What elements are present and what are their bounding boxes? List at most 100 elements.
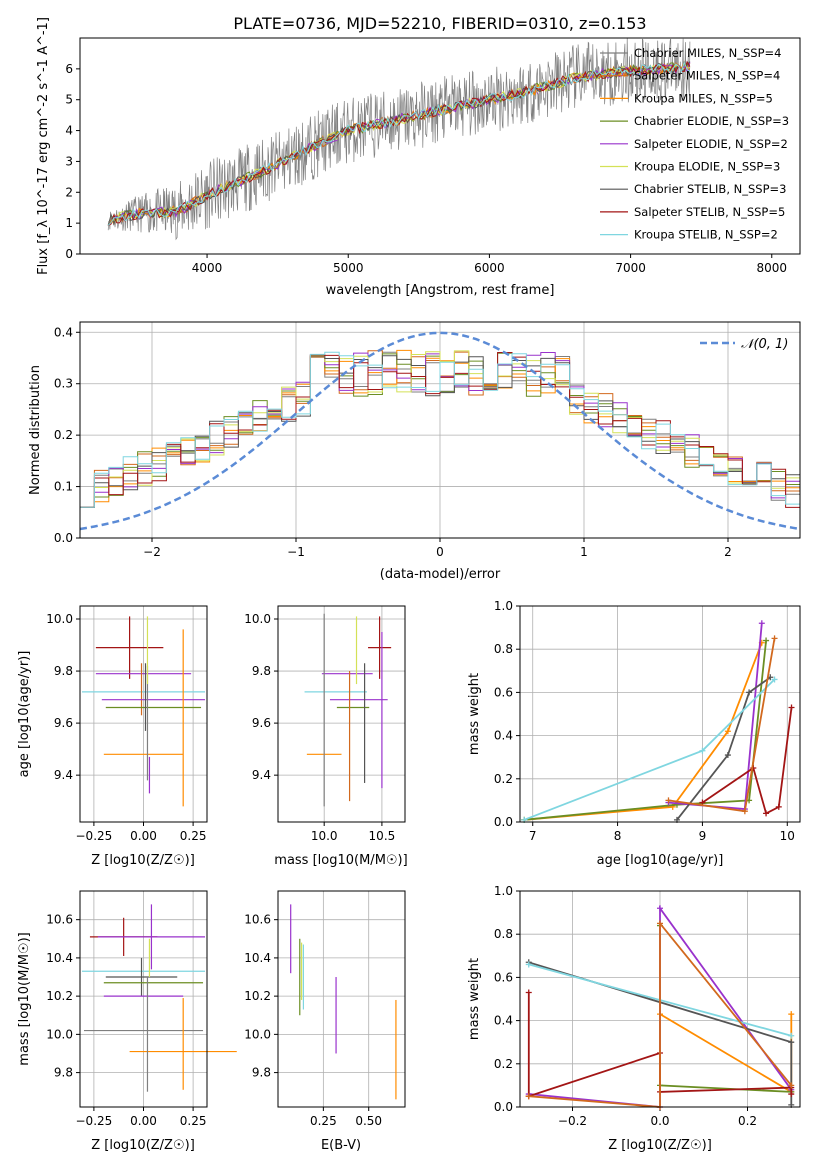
x-tick-label: −0.25: [76, 829, 113, 843]
y-tick-label: 0.1: [54, 480, 73, 494]
y-tick-label: 4: [65, 124, 73, 138]
y-tick-label: 0.0: [494, 1100, 513, 1114]
residual-histogram: [80, 350, 800, 508]
mass-weight-vs-z-panel: −0.2 0.0 0.2 0.0 0.2 0.4 0.6 0.8 1.0 Z [log10(Z/…: [467, 884, 801, 1153]
y-tick-label: 10.2: [46, 989, 73, 1003]
y-tick-label: 0.0: [494, 815, 513, 829]
age-vs-mass-xlabel: mass [log10(M/M☉)]: [274, 853, 407, 868]
x-tick-label: 0.2: [738, 1114, 757, 1128]
mass-weight-marker: [788, 704, 795, 711]
y-tick-label: 0.2: [494, 772, 513, 786]
mass-weight-vs-age-content: 7 8 9 10 0.0 0.2 0.4 0.6 0.8 1.0: [494, 599, 800, 843]
mass-weight-marker: [525, 961, 532, 968]
y-tick-label: 1: [65, 216, 73, 230]
y-tick-label: 6: [65, 62, 73, 76]
figure-title: PLATE=0736, MJD=52210, FIBERID=0310, z=0…: [233, 14, 646, 33]
spectrum-xlabel: wavelength [Angstrom, rest frame]: [326, 283, 555, 298]
y-tick-label: 5: [65, 93, 73, 107]
y-tick-label: 9.4: [252, 768, 271, 782]
age-vs-mass-panel: 10.0 10.5 9.4 9.6 9.8 10.0 mass [log10(M/M☉)]: [244, 605, 408, 868]
spectrum-axes-frame: [79, 37, 801, 255]
residual-panel: −2 −1 0 1 2 0.0 0.1 0.2 0.3 0.4 𝒩(0, 1) (data-mod…: [28, 321, 801, 582]
legend-entry: Chabrier ELODIE, N_SSP=3: [634, 114, 789, 128]
y-tick-label: 0.8: [494, 642, 513, 656]
y-tick-label: 9.4: [54, 768, 73, 782]
y-tick-label: 0.6: [494, 970, 513, 984]
mass-weight-marker: [788, 1082, 795, 1089]
y-tick-label: 0.2: [494, 1057, 513, 1071]
y-tick-label: 2: [65, 185, 73, 199]
age-vs-z-frame: [79, 605, 208, 823]
mass-weight-line: [668, 623, 763, 810]
mass-weight-line: [524, 640, 767, 821]
spectrum-panel: 4000 5000 6000 7000 8000 0 1 2 3 4 5 6 Chabrier MIL…: [36, 17, 801, 298]
x-tick-label: −0.25: [76, 1114, 113, 1128]
mass-vs-z-content: −0.25 0.00 0.25 9.8 10.0 10.2 10.4 10.6: [46, 891, 237, 1128]
y-tick-label: 10.0: [46, 1027, 73, 1041]
mass-vs-ebv-frame: [277, 890, 406, 1108]
x-tick-label: 7: [529, 829, 537, 843]
x-tick-label: 10.5: [369, 829, 396, 843]
age-vs-mass-frame: [277, 605, 406, 823]
x-tick-label: 0.25: [180, 1114, 207, 1128]
x-tick-label: 9: [699, 829, 707, 843]
residual-ylabel: Normed distribution: [28, 365, 43, 495]
y-tick-label: 0: [65, 247, 73, 261]
x-tick-label: 4000: [192, 261, 223, 275]
x-tick-label: 1: [580, 545, 588, 559]
y-tick-label: 9.6: [54, 716, 73, 730]
mass-weight-marker: [788, 1039, 795, 1046]
legend-entry: Kroupa MILES, N_SSP=5: [634, 91, 773, 105]
y-tick-label: 0.3: [54, 377, 73, 391]
mass-weight-marker: [763, 810, 770, 817]
y-tick-label: 10.4: [46, 951, 73, 965]
age-vs-z-panel: −0.25 0.00 0.25 9.4 9.6 9.8 10.0 Z [log10(Z/Z☉…: [17, 605, 208, 868]
x-tick-label: 0.25: [310, 1114, 337, 1128]
mass-vs-z-frame: [79, 890, 208, 1108]
mass-weight-vs-age-frame: [519, 605, 801, 823]
y-tick-label: 0.0: [54, 531, 73, 545]
x-tick-label: −0.2: [558, 1114, 587, 1128]
observed-spectrum: [107, 37, 691, 241]
normal-curve: [79, 331, 801, 531]
y-tick-label: 10.6: [46, 913, 73, 927]
mass-weight-marker: [525, 989, 532, 996]
mass-weight-line: [659, 1013, 793, 1094]
x-tick-label: 10: [780, 829, 795, 843]
mass-weight-marker: [699, 747, 706, 754]
y-tick-label: 0.2: [54, 428, 73, 442]
mass-weight-marker: [741, 808, 748, 815]
y-tick-label: 10.0: [46, 612, 73, 626]
mass-weight-line: [528, 920, 792, 1108]
legend-entry: Kroupa ELODIE, N_SSP=3: [634, 160, 780, 174]
mass-vs-ebv-xlabel: E(B-V): [321, 1138, 361, 1153]
y-tick-label: 10.4: [244, 951, 271, 965]
legend-entry: Salpeter MILES, N_SSP=4: [634, 69, 780, 83]
mass-weight-vs-z-frame: [519, 890, 801, 1108]
mass-weight-vs-z-xlabel: Z [log10(Z/Z☉)]: [608, 1138, 712, 1153]
y-tick-label: 10.6: [244, 913, 271, 927]
y-tick-label: 0.4: [494, 1014, 513, 1028]
mass-weight-marker: [788, 1091, 795, 1098]
y-tick-label: 0.8: [494, 927, 513, 941]
x-tick-label: −1: [287, 545, 305, 559]
mass-vs-ebv-content: 0.25 0.50 9.8 10.0 10.2 10.4 10.6: [244, 891, 405, 1128]
mass-weight-marker: [724, 752, 731, 759]
x-tick-label: 10.0: [311, 829, 338, 843]
x-tick-label: 0.00: [130, 829, 157, 843]
legend-entry: Chabrier MILES, N_SSP=4: [634, 46, 781, 60]
y-tick-label: 9.8: [54, 664, 73, 678]
age-vs-z-xlabel: Z [log10(Z/Z☉)]: [91, 853, 195, 868]
age-vs-z-ylabel: age [log10(age/yr)]: [17, 651, 32, 778]
residual-ticks: −2 −1 0 1 2 0.0 0.1 0.2 0.3 0.4: [54, 325, 732, 559]
mass-weight-marker: [775, 803, 782, 810]
residual-histogram: [80, 351, 800, 508]
x-tick-label: 5000: [333, 261, 364, 275]
mass-vs-z-panel: −0.25 0.00 0.25 9.8 10.0 10.2 10.4 10.6 Z [log1…: [17, 890, 237, 1153]
mass-vs-ebv-panel: 0.25 0.50 9.8 10.0 10.2 10.4 10.6 E(B-V): [244, 890, 406, 1153]
residual-histograms: [79, 331, 801, 531]
x-tick-label: 0.25: [180, 829, 207, 843]
x-tick-label: 0.00: [130, 1114, 157, 1128]
y-tick-label: 3: [65, 154, 73, 168]
mass-weight-marker: [788, 1032, 795, 1039]
